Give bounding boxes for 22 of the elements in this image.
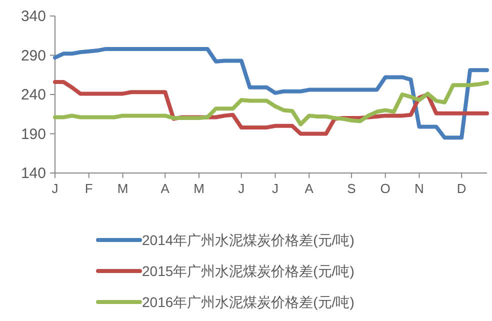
y-tick-label: 290 [20, 47, 46, 64]
x-tick-label: A [304, 181, 314, 196]
legend-label: 2016年广州水泥煤炭价格差(元/吨) [142, 294, 354, 310]
x-tick-label: A [160, 181, 170, 196]
x-tick-label: J [52, 181, 58, 196]
x-tick-label: N [414, 181, 424, 196]
x-tick-label: M [194, 181, 204, 196]
legend-label: 2014年广州水泥煤炭价格差(元/吨) [142, 232, 354, 248]
x-tick-label: M [117, 181, 128, 196]
legend-label: 2015年广州水泥煤炭价格差(元/吨) [142, 263, 354, 279]
x-tick-label: J [272, 181, 278, 196]
x-tick-label: F [84, 181, 93, 196]
y-tick-label: 340 [20, 8, 46, 25]
y-tick-label: 140 [20, 165, 46, 182]
y-tick-label: 240 [20, 86, 46, 104]
line-series [53, 46, 489, 140]
x-tick-label: O [380, 181, 390, 196]
x-tick-label: S [347, 181, 356, 196]
x-tick-label: D [456, 181, 466, 196]
x-tick-label: J [238, 181, 245, 196]
y-tick-label: 190 [20, 126, 46, 143]
line-series [53, 80, 489, 126]
